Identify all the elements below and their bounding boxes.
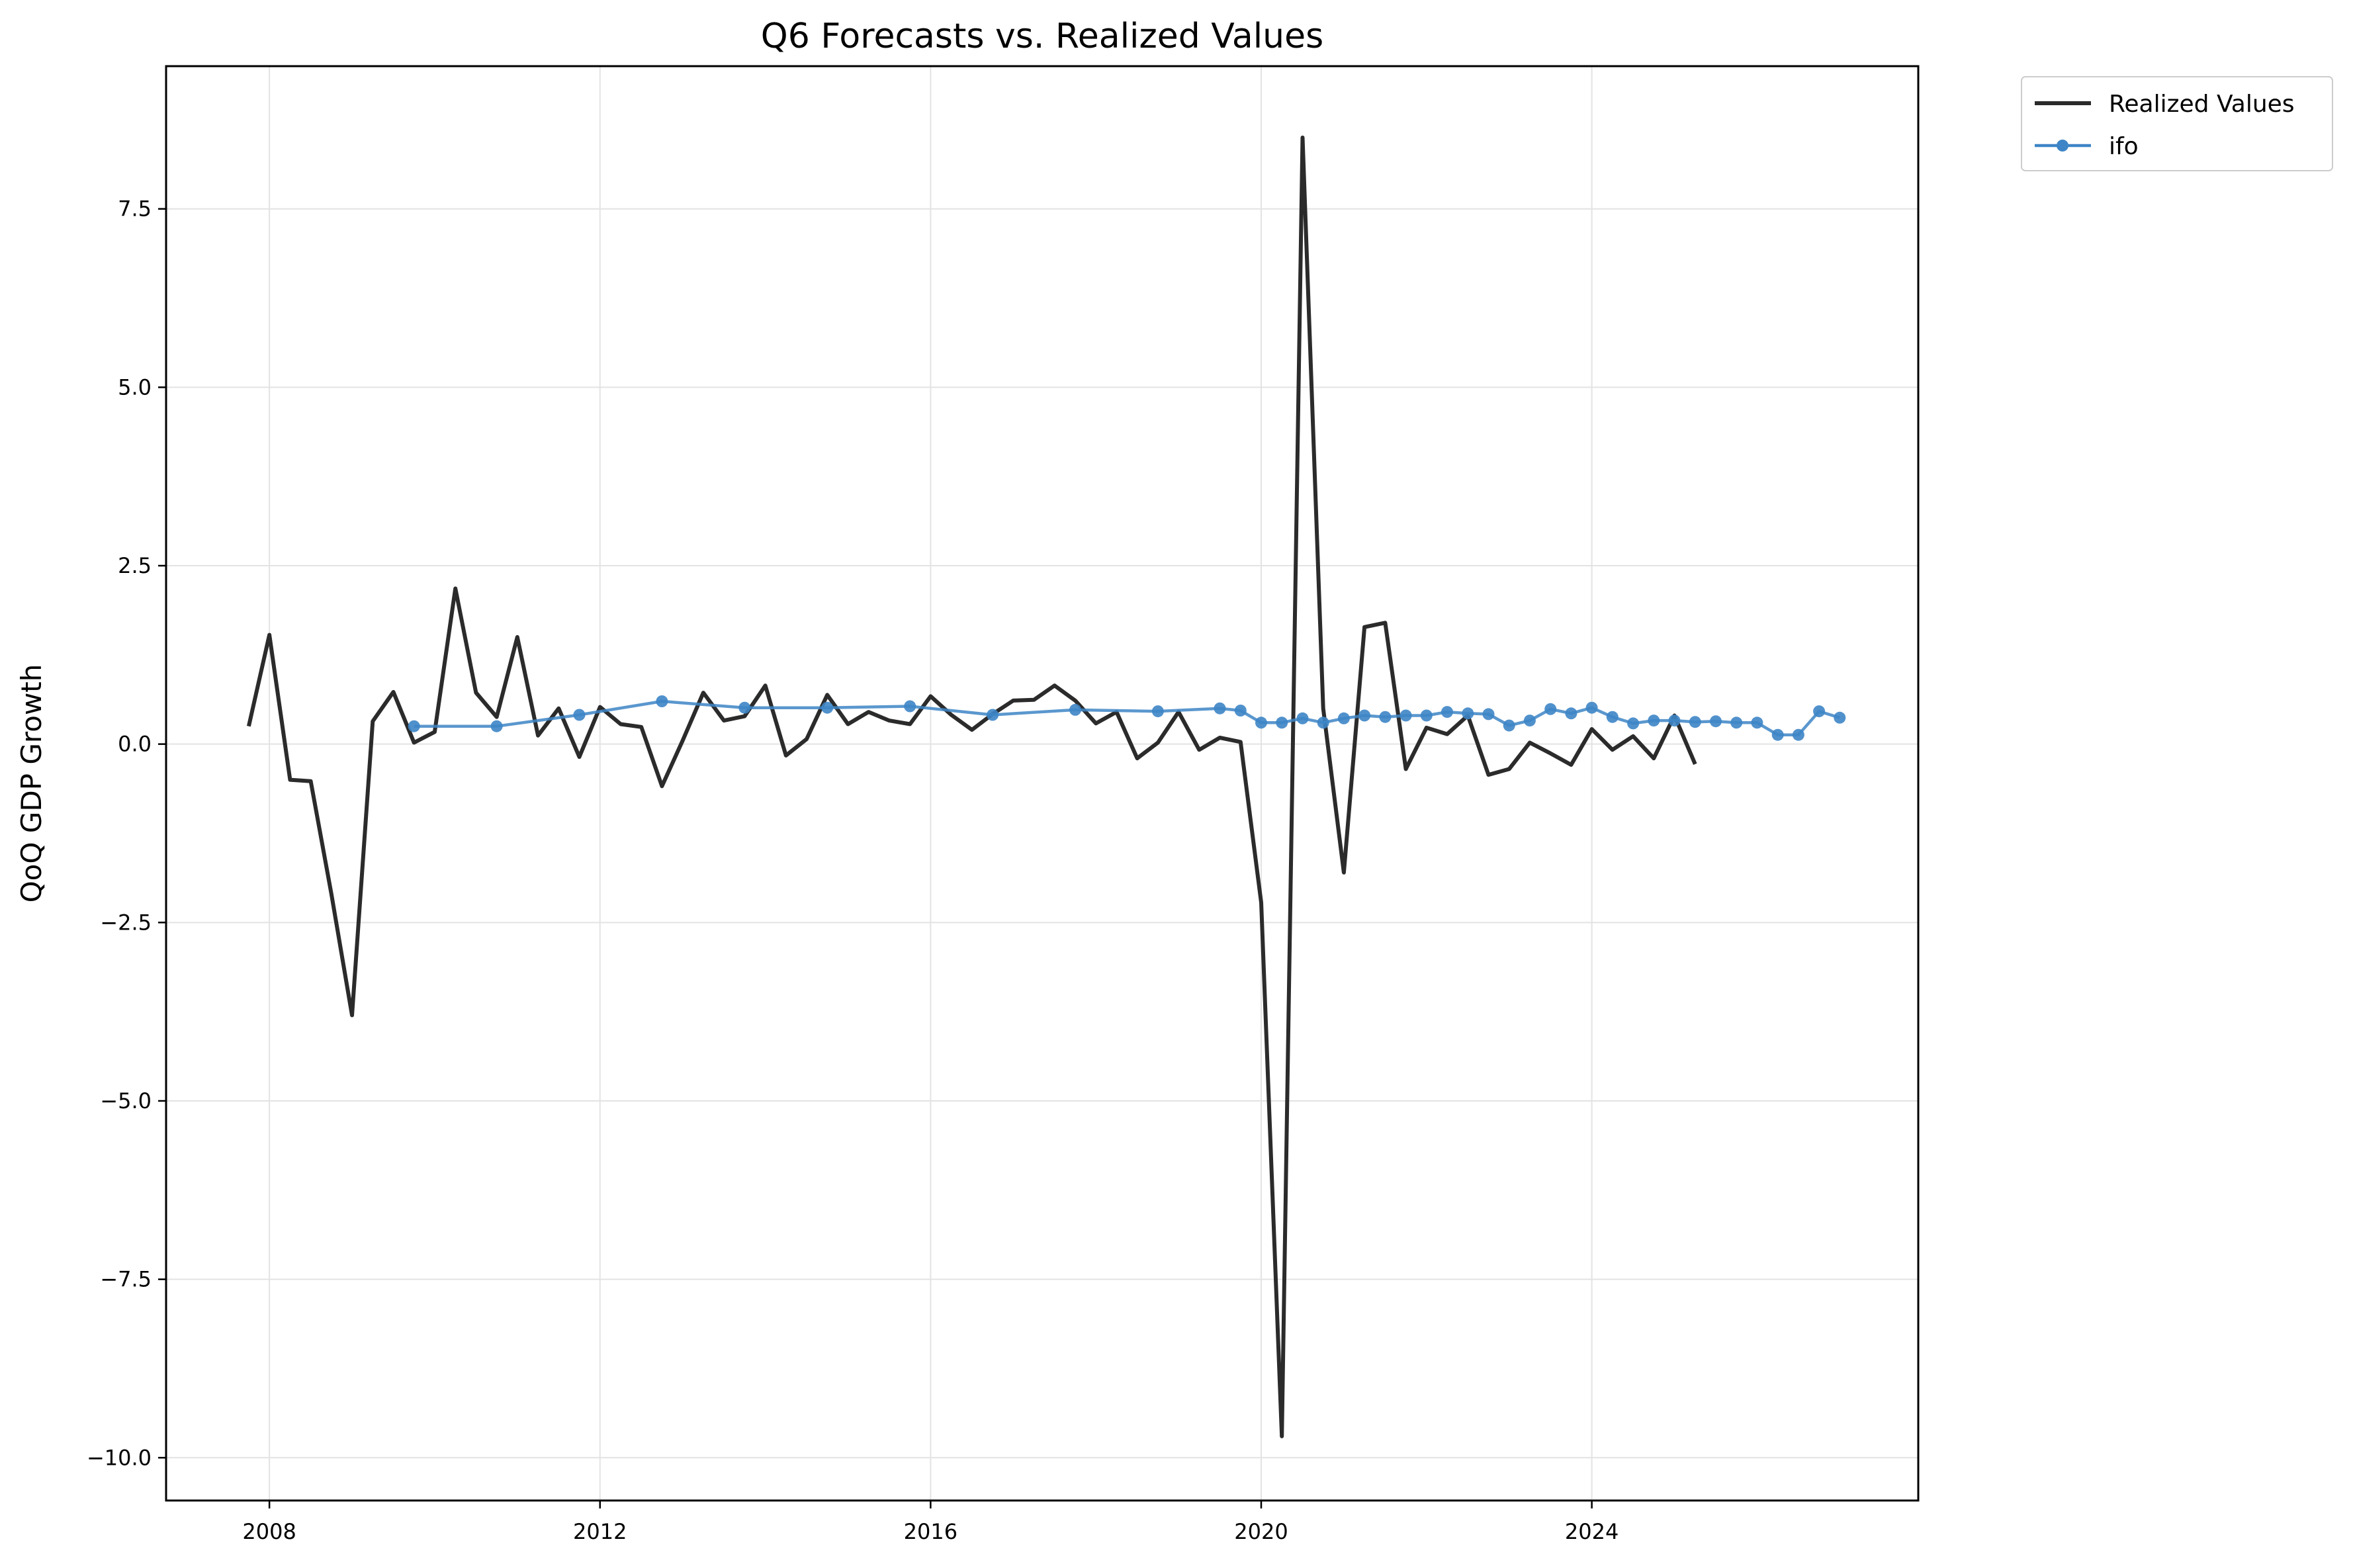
y-tick-label: −10.0: [87, 1445, 152, 1470]
series-layer: [246, 135, 1846, 1438]
y-tick-label: −2.5: [100, 910, 152, 935]
data-point-ifo: [821, 701, 834, 714]
y-tick-label: 0.0: [118, 732, 152, 757]
series-realized-values: [246, 135, 1697, 1438]
grid: [166, 66, 1918, 1501]
x-tick-label: 2024: [1565, 1519, 1619, 1544]
data-point-ifo: [1813, 705, 1826, 718]
x-tick-label: 2012: [573, 1519, 627, 1544]
y-tick-label: 5.0: [118, 374, 152, 400]
data-point-ifo: [1648, 715, 1660, 727]
data-point-ifo: [1317, 717, 1329, 729]
data-point-ifo: [1689, 716, 1701, 728]
series-ifo: [408, 695, 1846, 741]
data-point-ifo: [1565, 707, 1577, 720]
data-point-ifo: [1214, 702, 1226, 715]
data-point-ifo: [1751, 717, 1763, 729]
data-point-ifo: [738, 701, 751, 714]
data-point-ifo: [1710, 715, 1722, 728]
data-point-ifo: [1234, 705, 1247, 717]
legend-marker-ifo: [2057, 140, 2068, 152]
data-point-ifo: [573, 709, 586, 721]
plot-frame: [165, 65, 1920, 1502]
legend-label-ifo: ifo: [2109, 133, 2139, 160]
data-point-ifo: [1358, 709, 1371, 722]
data-point-ifo: [1585, 701, 1598, 714]
x-tick-label: 2008: [242, 1519, 296, 1544]
data-point-ifo: [1792, 728, 1804, 741]
data-point-ifo: [1544, 703, 1557, 715]
data-point-ifo: [1668, 715, 1681, 727]
data-point-ifo: [1771, 728, 1784, 741]
data-point-ifo: [1482, 708, 1495, 720]
data-point-ifo: [1069, 703, 1081, 716]
data-point-ifo: [490, 720, 503, 732]
data-point-ifo: [408, 720, 420, 732]
data-point-ifo: [987, 709, 999, 721]
data-point-ifo: [1379, 711, 1392, 723]
data-point-ifo: [1462, 707, 1474, 720]
data-point-ifo: [1399, 709, 1412, 722]
data-point-ifo: [1503, 719, 1515, 732]
data-point-ifo: [1276, 717, 1288, 729]
data-point-ifo: [1627, 717, 1640, 730]
legend-label-realized-values: Realized Values: [2109, 91, 2295, 118]
y-tick-label: −7.5: [100, 1267, 152, 1292]
y-tick-label: −5.0: [100, 1088, 152, 1113]
y-tick-label: 2.5: [118, 553, 152, 578]
y-tick-label: 7.5: [118, 196, 152, 222]
data-point-ifo: [1606, 711, 1619, 723]
data-point-ifo: [1255, 717, 1267, 729]
data-point-ifo: [1296, 712, 1309, 724]
y-axis-label: QoQ GDP Growth: [15, 664, 48, 903]
chart-title: Q6 Forecasts vs. Realized Values: [761, 17, 1323, 56]
data-point-ifo: [1523, 715, 1536, 727]
data-point-ifo: [1151, 705, 1164, 718]
data-point-ifo: [1337, 712, 1350, 724]
legend-box: [2021, 76, 2333, 171]
data-point-ifo: [1420, 709, 1433, 722]
data-point-ifo: [656, 695, 668, 707]
axis-ticks: 2008 2012 2016 2020 2024 7.5 5.0 2.5 0.0 −2.5 −5.0…: [87, 196, 1619, 1544]
data-point-ifo: [904, 700, 916, 713]
x-tick-label: 2020: [1234, 1519, 1288, 1544]
data-point-ifo: [1730, 717, 1743, 729]
data-point-ifo: [1834, 711, 1846, 724]
legend: Realized Values ifo: [2021, 76, 2333, 171]
x-tick-label: 2016: [904, 1519, 957, 1544]
series-line-realized-values: [246, 135, 1697, 1438]
data-point-ifo: [1441, 706, 1453, 719]
